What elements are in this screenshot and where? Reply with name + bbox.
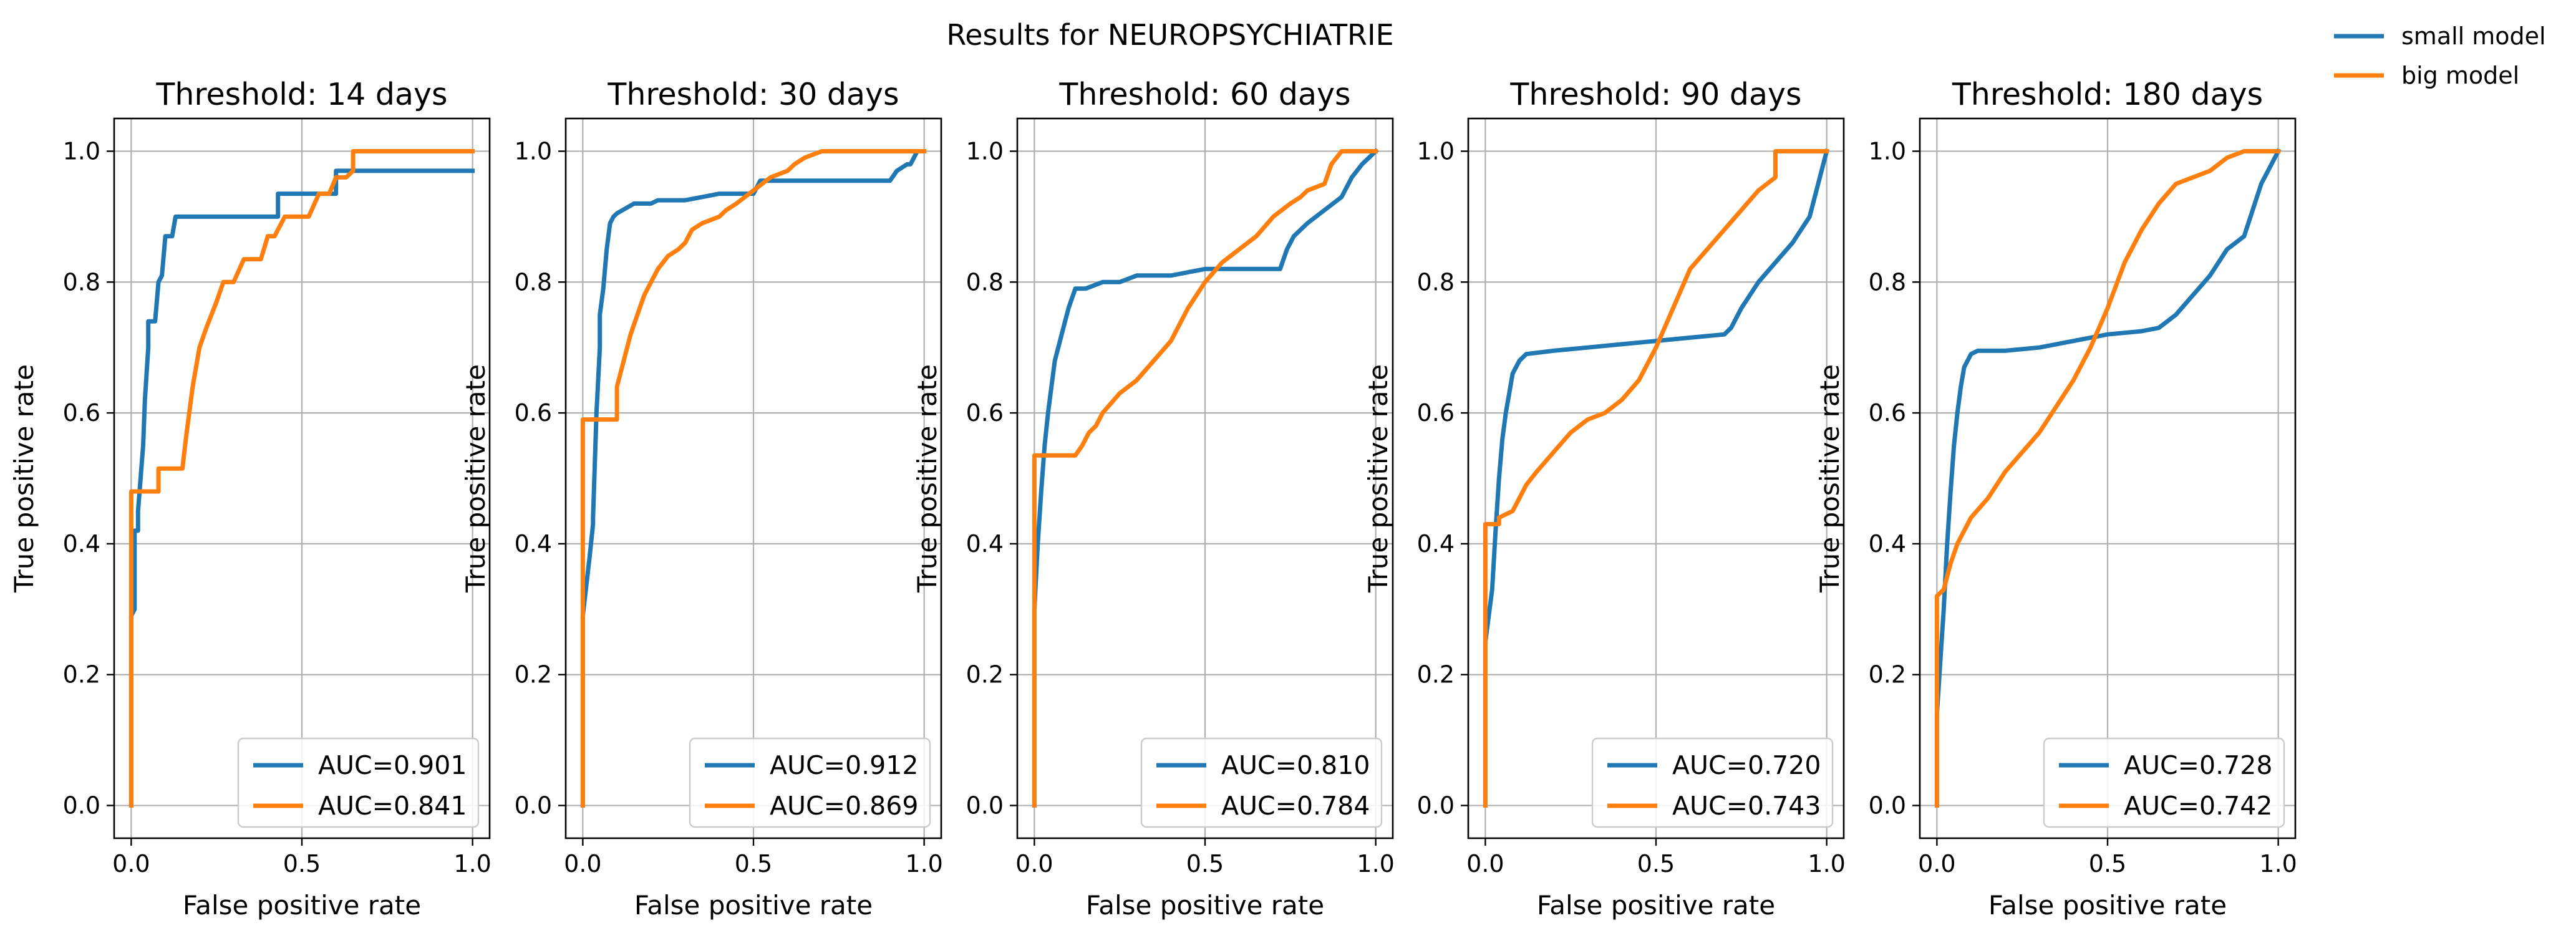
y-tick-label: 0.0 bbox=[1417, 792, 1455, 820]
y-tick-label: 0.4 bbox=[1869, 530, 1906, 558]
y-tick-label: 0.4 bbox=[1417, 530, 1455, 558]
y-tick-label: 0.0 bbox=[63, 792, 100, 820]
x-tick-label: 1.0 bbox=[2259, 850, 2297, 878]
panel-4: Threshold: 90 days 0.0 0.5 1.0 0.0 0.2 0.4 0.6 0… bbox=[1363, 77, 1846, 921]
x-axis-label: False positive rate bbox=[183, 890, 421, 921]
y-tick-label: 0.0 bbox=[966, 792, 1004, 820]
panel-legend: AUC=0.901 AUC=0.841 bbox=[237, 737, 480, 828]
y-tick-label: 1.0 bbox=[1869, 137, 1906, 165]
x-tick-label: 0.5 bbox=[283, 850, 321, 878]
legend-label: AUC=0.869 bbox=[770, 791, 918, 821]
panel-2: Threshold: 30 days 0.0 0.5 1.0 0.0 0.2 0.4 0.6 0… bbox=[460, 77, 943, 921]
panel-legend: AUC=0.810 AUC=0.784 bbox=[1140, 737, 1383, 828]
x-axis-label: False positive rate bbox=[1086, 890, 1324, 921]
x-tick-label: 0.5 bbox=[735, 850, 772, 878]
x-axis-label: False positive rate bbox=[1537, 890, 1775, 921]
y-axis-label: True positive rate bbox=[1363, 364, 1393, 593]
legend-label: AUC=0.901 bbox=[318, 750, 467, 780]
x-tick-label: 1.0 bbox=[453, 850, 491, 878]
y-axis-label: True positive rate bbox=[460, 364, 491, 593]
y-tick-label: 0.6 bbox=[1417, 399, 1455, 427]
x-tick-label: 1.0 bbox=[1357, 850, 1394, 878]
panel-title: Threshold: 60 days bbox=[1058, 77, 1350, 112]
legend-label: AUC=0.784 bbox=[1221, 791, 1370, 821]
panel-1: Threshold: 14 days 0.0 0.5 1.0 0.0 0.2 0.4 0.6 0… bbox=[9, 77, 491, 921]
x-tick-label: 0.0 bbox=[1918, 850, 1955, 878]
x-tick-label: 0.5 bbox=[1637, 850, 1675, 878]
y-tick-label: 0.0 bbox=[1869, 792, 1906, 820]
y-tick-label: 0.6 bbox=[515, 399, 552, 427]
y-tick-label: 1.0 bbox=[515, 137, 552, 165]
x-tick-label: 0.0 bbox=[564, 850, 601, 878]
y-axis-label: True positive rate bbox=[912, 364, 942, 593]
big-model-roc-line bbox=[1934, 149, 2281, 808]
y-tick-label: 0.2 bbox=[966, 661, 1004, 689]
small-model-roc-line bbox=[580, 149, 927, 808]
legend-label: AUC=0.728 bbox=[2124, 750, 2272, 780]
legend-label: AUC=0.841 bbox=[318, 791, 467, 821]
y-tick-label: 0.8 bbox=[1869, 268, 1906, 296]
x-axis-label: False positive rate bbox=[634, 890, 873, 921]
panel-title: Threshold: 14 days bbox=[155, 77, 447, 112]
panel-5: Threshold: 180 days 0.0 0.5 1.0 0.0 0.2 0.4 0.6… bbox=[1814, 77, 2297, 921]
x-tick-label: 1.0 bbox=[1808, 850, 1845, 878]
small-model-roc-line bbox=[1934, 148, 2282, 808]
panels-layer: Threshold: 14 days 0.0 0.5 1.0 0.0 0.2 0.4 0.6 0… bbox=[9, 77, 2297, 921]
y-tick-label: 0.2 bbox=[1869, 661, 1906, 689]
panel-title: Threshold: 30 days bbox=[607, 77, 899, 112]
y-tick-label: 0.4 bbox=[515, 530, 552, 558]
figure-legend-label: big model bbox=[2401, 62, 2519, 89]
y-tick-label: 0.8 bbox=[63, 268, 100, 296]
y-tick-label: 0.0 bbox=[515, 792, 552, 820]
panel-title: Threshold: 180 days bbox=[1952, 77, 2263, 112]
panel-3: Threshold: 60 days 0.0 0.5 1.0 0.0 0.2 0.4 0.6 0… bbox=[912, 77, 1395, 921]
y-axis-label: True positive rate bbox=[1814, 364, 1845, 593]
x-tick-label: 0.5 bbox=[2089, 850, 2126, 878]
x-tick-label: 1.0 bbox=[905, 850, 942, 878]
panel-title: Threshold: 90 days bbox=[1509, 77, 1801, 112]
panel-legend: AUC=0.728 AUC=0.742 bbox=[2043, 737, 2285, 828]
y-tick-label: 0.2 bbox=[63, 661, 100, 689]
figure-legend: small model big model bbox=[2334, 22, 2546, 89]
y-tick-label: 1.0 bbox=[1417, 137, 1455, 165]
x-tick-label: 0.0 bbox=[1015, 850, 1053, 878]
figure-legend-label: small model bbox=[2401, 22, 2546, 50]
small-model-roc-line bbox=[1483, 148, 1829, 808]
y-tick-label: 0.8 bbox=[515, 268, 552, 296]
y-tick-label: 0.2 bbox=[515, 661, 552, 689]
legend-label: AUC=0.720 bbox=[1672, 750, 1821, 780]
small-model-roc-line bbox=[128, 168, 475, 808]
y-tick-label: 0.4 bbox=[63, 530, 100, 558]
panel-legend: AUC=0.912 AUC=0.869 bbox=[689, 737, 931, 828]
x-axis-label: False positive rate bbox=[1988, 890, 2227, 921]
big-model-roc-line bbox=[1032, 149, 1378, 808]
y-tick-label: 0.8 bbox=[966, 268, 1004, 296]
y-tick-label: 0.2 bbox=[1417, 661, 1455, 689]
x-tick-label: 0.0 bbox=[1466, 850, 1504, 878]
big-model-roc-line bbox=[580, 149, 927, 808]
y-axis-label: True positive rate bbox=[9, 364, 39, 593]
panel-legend: AUC=0.720 AUC=0.743 bbox=[1591, 737, 1834, 828]
figure-title: Results for NEUROPSYCHIATRIE bbox=[946, 18, 1393, 52]
x-tick-label: 0.5 bbox=[1186, 850, 1224, 878]
legend-label: AUC=0.912 bbox=[770, 750, 918, 780]
y-tick-label: 0.6 bbox=[1869, 399, 1906, 427]
x-tick-label: 0.0 bbox=[112, 850, 150, 878]
big-model-roc-line bbox=[1483, 149, 1829, 808]
y-tick-label: 1.0 bbox=[63, 137, 100, 165]
legend-label: AUC=0.810 bbox=[1221, 750, 1370, 780]
y-tick-label: 0.6 bbox=[966, 399, 1004, 427]
legend-label: AUC=0.742 bbox=[2124, 791, 2272, 821]
y-tick-label: 1.0 bbox=[966, 137, 1004, 165]
small-model-roc-line bbox=[1032, 148, 1379, 808]
y-tick-label: 0.8 bbox=[1417, 268, 1455, 296]
y-tick-label: 0.4 bbox=[966, 530, 1004, 558]
legend-label: AUC=0.743 bbox=[1672, 791, 1821, 821]
y-tick-label: 0.6 bbox=[63, 399, 100, 427]
big-model-roc-line bbox=[128, 149, 475, 808]
